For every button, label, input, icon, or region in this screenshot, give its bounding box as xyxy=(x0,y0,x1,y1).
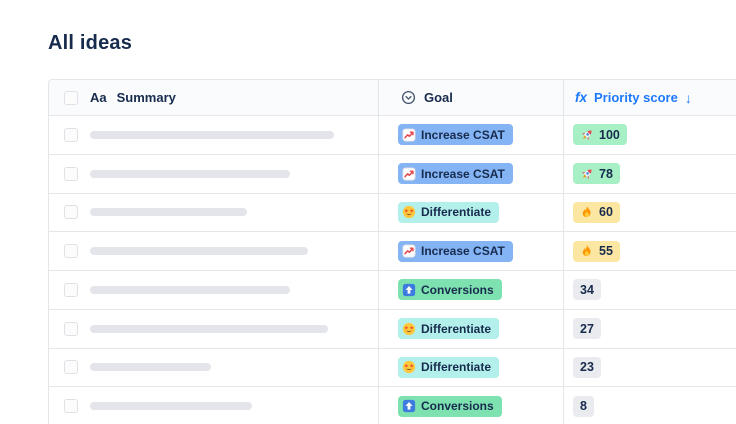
table-header: Aa Summary Goal fx Priority score ↓ xyxy=(49,80,736,116)
goal-chip-icon xyxy=(402,128,416,142)
priority-column-label: Priority score xyxy=(594,90,678,105)
summary-placeholder xyxy=(90,285,290,294)
goal-chip-label: Increase CSAT xyxy=(421,127,505,142)
score-value: 27 xyxy=(580,321,594,336)
row-checkbox[interactable] xyxy=(64,244,78,259)
score-badge-icon xyxy=(580,128,594,142)
goal-chip[interactable]: Differentiate xyxy=(398,356,500,378)
table-row: Differentiate 23 xyxy=(49,348,736,388)
goal-chip-label: Conversions xyxy=(421,399,494,414)
table-row: Differentiate 60 xyxy=(49,193,736,233)
text-type-icon: Aa xyxy=(90,90,107,105)
goal-chip-label: Differentiate xyxy=(421,205,492,220)
row-checkbox[interactable] xyxy=(64,399,78,414)
score-badge[interactable]: 27 xyxy=(573,318,601,340)
summary-placeholder xyxy=(90,247,308,256)
score-badge[interactable]: 34 xyxy=(573,279,601,301)
score-value: 23 xyxy=(580,360,594,375)
summary-column-label: Summary xyxy=(116,90,176,105)
summary-placeholder xyxy=(90,402,252,411)
goal-chip-label: Differentiate xyxy=(421,321,492,336)
goal-chip[interactable]: Increase CSAT xyxy=(398,124,513,146)
goal-chip-icon xyxy=(402,244,416,258)
goal-chip-icon xyxy=(402,205,416,219)
goal-column-label: Goal xyxy=(424,90,453,105)
goal-chip-label: Increase CSAT xyxy=(421,244,505,259)
goal-chip-label: Differentiate xyxy=(421,360,492,375)
table-row: Increase CSAT 78 xyxy=(49,154,736,194)
row-checkbox[interactable] xyxy=(64,166,78,181)
score-badge[interactable]: 23 xyxy=(573,356,601,378)
table-row: Conversions 34 xyxy=(49,271,736,310)
score-value: 55 xyxy=(599,244,613,259)
select-all-checkbox[interactable] xyxy=(64,90,78,105)
score-value: 34 xyxy=(580,282,594,297)
row-checkbox[interactable] xyxy=(64,127,78,142)
table-row: Differentiate 27 xyxy=(49,309,736,349)
score-badge[interactable]: 55 xyxy=(573,240,620,262)
summary-column-header[interactable]: Aa Summary xyxy=(49,80,379,115)
goal-chip[interactable]: Increase CSAT xyxy=(398,163,513,185)
summary-placeholder xyxy=(90,208,247,217)
score-value: 8 xyxy=(580,399,587,414)
summary-placeholder xyxy=(90,130,334,139)
goal-chip[interactable]: Conversions xyxy=(398,395,502,417)
circle-chevron-down-icon xyxy=(401,90,416,105)
score-value: 60 xyxy=(599,205,613,220)
goal-chip-icon xyxy=(402,283,416,297)
row-checkbox[interactable] xyxy=(64,205,78,220)
sort-descending-icon[interactable]: ↓ xyxy=(684,89,692,106)
score-badge[interactable]: 100 xyxy=(573,124,627,146)
priority-column-header[interactable]: fx Priority score ↓ xyxy=(564,80,736,115)
score-badge[interactable]: 60 xyxy=(573,201,620,223)
goal-chip[interactable]: Differentiate xyxy=(398,318,500,340)
goal-chip-label: Increase CSAT xyxy=(421,166,505,181)
goal-chip-icon xyxy=(402,399,416,413)
goal-chip[interactable]: Increase CSAT xyxy=(398,240,513,262)
goal-chip-label: Conversions xyxy=(421,282,494,297)
score-badge[interactable]: 8 xyxy=(573,395,594,417)
goal-column-header[interactable]: Goal xyxy=(379,80,564,115)
score-value: 78 xyxy=(599,166,613,181)
goal-chip-icon xyxy=(402,167,416,181)
table-row: Conversions 8 xyxy=(49,387,736,424)
goal-chip[interactable]: Differentiate xyxy=(398,201,500,223)
row-checkbox[interactable] xyxy=(64,282,78,297)
table-row: Increase CSAT 100 xyxy=(49,116,736,155)
goal-chip-icon xyxy=(402,322,416,336)
page-title: All ideas xyxy=(48,32,133,54)
summary-placeholder xyxy=(90,169,290,178)
summary-placeholder xyxy=(90,363,211,372)
table-row: Increase CSAT 55 xyxy=(49,232,736,271)
row-checkbox[interactable] xyxy=(64,360,78,375)
summary-placeholder xyxy=(90,324,328,333)
score-badge-icon xyxy=(580,244,594,258)
goal-chip[interactable]: Conversions xyxy=(398,279,502,301)
score-badge[interactable]: 78 xyxy=(573,163,620,185)
goal-chip-icon xyxy=(402,360,416,374)
score-value: 100 xyxy=(599,127,620,142)
score-badge-icon xyxy=(580,167,594,181)
score-badge-icon xyxy=(580,205,594,219)
row-checkbox[interactable] xyxy=(64,321,78,336)
ideas-table: Aa Summary Goal fx Priority score ↓ Incr… xyxy=(48,79,736,424)
formula-fx-icon: fx xyxy=(575,90,588,105)
